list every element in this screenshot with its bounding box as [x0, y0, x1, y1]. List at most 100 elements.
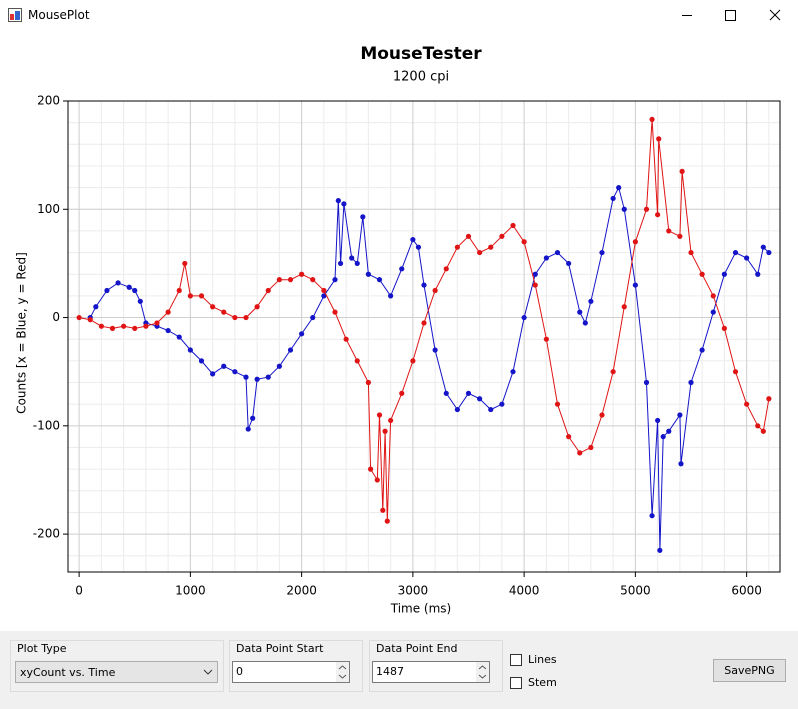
data-point [399, 390, 405, 396]
data-point [677, 412, 683, 418]
data-point [621, 206, 627, 212]
data-point [176, 334, 182, 340]
save-button[interactable]: SavePNG [713, 659, 786, 682]
data-point [421, 320, 427, 326]
data-point [543, 255, 549, 261]
data-point [250, 415, 256, 421]
data-point [254, 304, 260, 310]
data-point [299, 271, 305, 277]
data-point [599, 412, 605, 418]
data-point [477, 396, 483, 402]
data-point [98, 323, 104, 329]
group-label: Data Point End [376, 642, 458, 655]
data-point [566, 260, 572, 267]
data-point [137, 298, 143, 304]
data-point [187, 293, 193, 299]
app-icon [8, 8, 22, 22]
data-point [388, 417, 394, 424]
end-input[interactable]: 1487 [372, 661, 490, 683]
group-label: Data Point Start [236, 642, 324, 655]
data-point [410, 358, 416, 364]
data-point [616, 185, 622, 191]
data-point [432, 347, 438, 353]
data-point [643, 206, 650, 212]
data-point [380, 507, 386, 513]
data-point [610, 195, 616, 202]
data-point [399, 266, 405, 272]
data-point [566, 434, 572, 440]
data-point [655, 417, 661, 424]
data-point [677, 233, 683, 239]
data-point [649, 116, 655, 123]
data-point [588, 444, 594, 451]
data-point [384, 518, 390, 524]
data-point [632, 282, 638, 288]
data-point [126, 284, 132, 290]
spinner[interactable] [336, 662, 349, 682]
data-point [76, 314, 82, 321]
data-point [415, 244, 422, 250]
data-point [666, 428, 672, 434]
data-point [432, 287, 438, 294]
data-point [176, 287, 182, 294]
data-point [382, 428, 388, 434]
data-point [477, 249, 483, 256]
data-point [554, 401, 561, 407]
data-point [610, 369, 616, 375]
chart: MouseTester 1200 cpi Time (ms) Counts [x… [15, 44, 781, 616]
data-point [221, 309, 227, 315]
start-input[interactable]: 0 [232, 661, 350, 683]
checkbox-label: Stem [528, 676, 557, 689]
data-point [688, 249, 694, 256]
data-point [265, 374, 271, 380]
data-point [760, 244, 766, 250]
data-point [710, 293, 716, 299]
data-point [510, 369, 516, 375]
plot-type-combo[interactable]: xyCount vs. Time [15, 661, 218, 683]
data-point [287, 277, 294, 283]
data-point [349, 255, 355, 261]
plot-area [68, 101, 780, 572]
end-group [369, 640, 503, 692]
data-point [254, 376, 260, 382]
window-buttons[interactable] [670, 0, 798, 31]
lines-checkbox[interactable] [510, 654, 522, 666]
data-point [388, 293, 394, 299]
data-point [182, 260, 188, 267]
data-point [87, 317, 93, 323]
data-point [588, 298, 594, 304]
data-point [374, 477, 380, 483]
data-point [632, 239, 638, 245]
data-point [521, 239, 527, 245]
data-point [143, 323, 149, 329]
data-point [488, 244, 494, 250]
data-point [766, 249, 772, 256]
data-point [760, 428, 766, 434]
data-point [454, 406, 460, 413]
spinner[interactable] [476, 662, 489, 682]
data-point [376, 277, 383, 283]
data-point [755, 271, 761, 277]
stem-checkbox[interactable] [510, 677, 522, 689]
data-point [679, 168, 685, 174]
input-value: 1487 [376, 665, 404, 678]
data-point [232, 369, 238, 375]
data-point [744, 401, 750, 407]
data-point [766, 396, 772, 402]
data-point [109, 325, 116, 331]
data-point [543, 336, 549, 342]
data-point [621, 304, 627, 310]
data-point [187, 347, 193, 353]
data-point [115, 280, 121, 286]
data-point [210, 371, 216, 377]
data-point [465, 233, 472, 239]
data-point [243, 374, 249, 380]
data-point [710, 309, 716, 315]
data-point [243, 314, 249, 321]
y-tick-label: 100 [37, 202, 60, 216]
combo-value: xyCount vs. Time [20, 666, 116, 679]
y-axis-label: Counts [x = Blue, y = Red] [15, 252, 29, 414]
data-point [577, 450, 583, 456]
data-point [265, 287, 271, 294]
series-line [89, 186, 770, 551]
